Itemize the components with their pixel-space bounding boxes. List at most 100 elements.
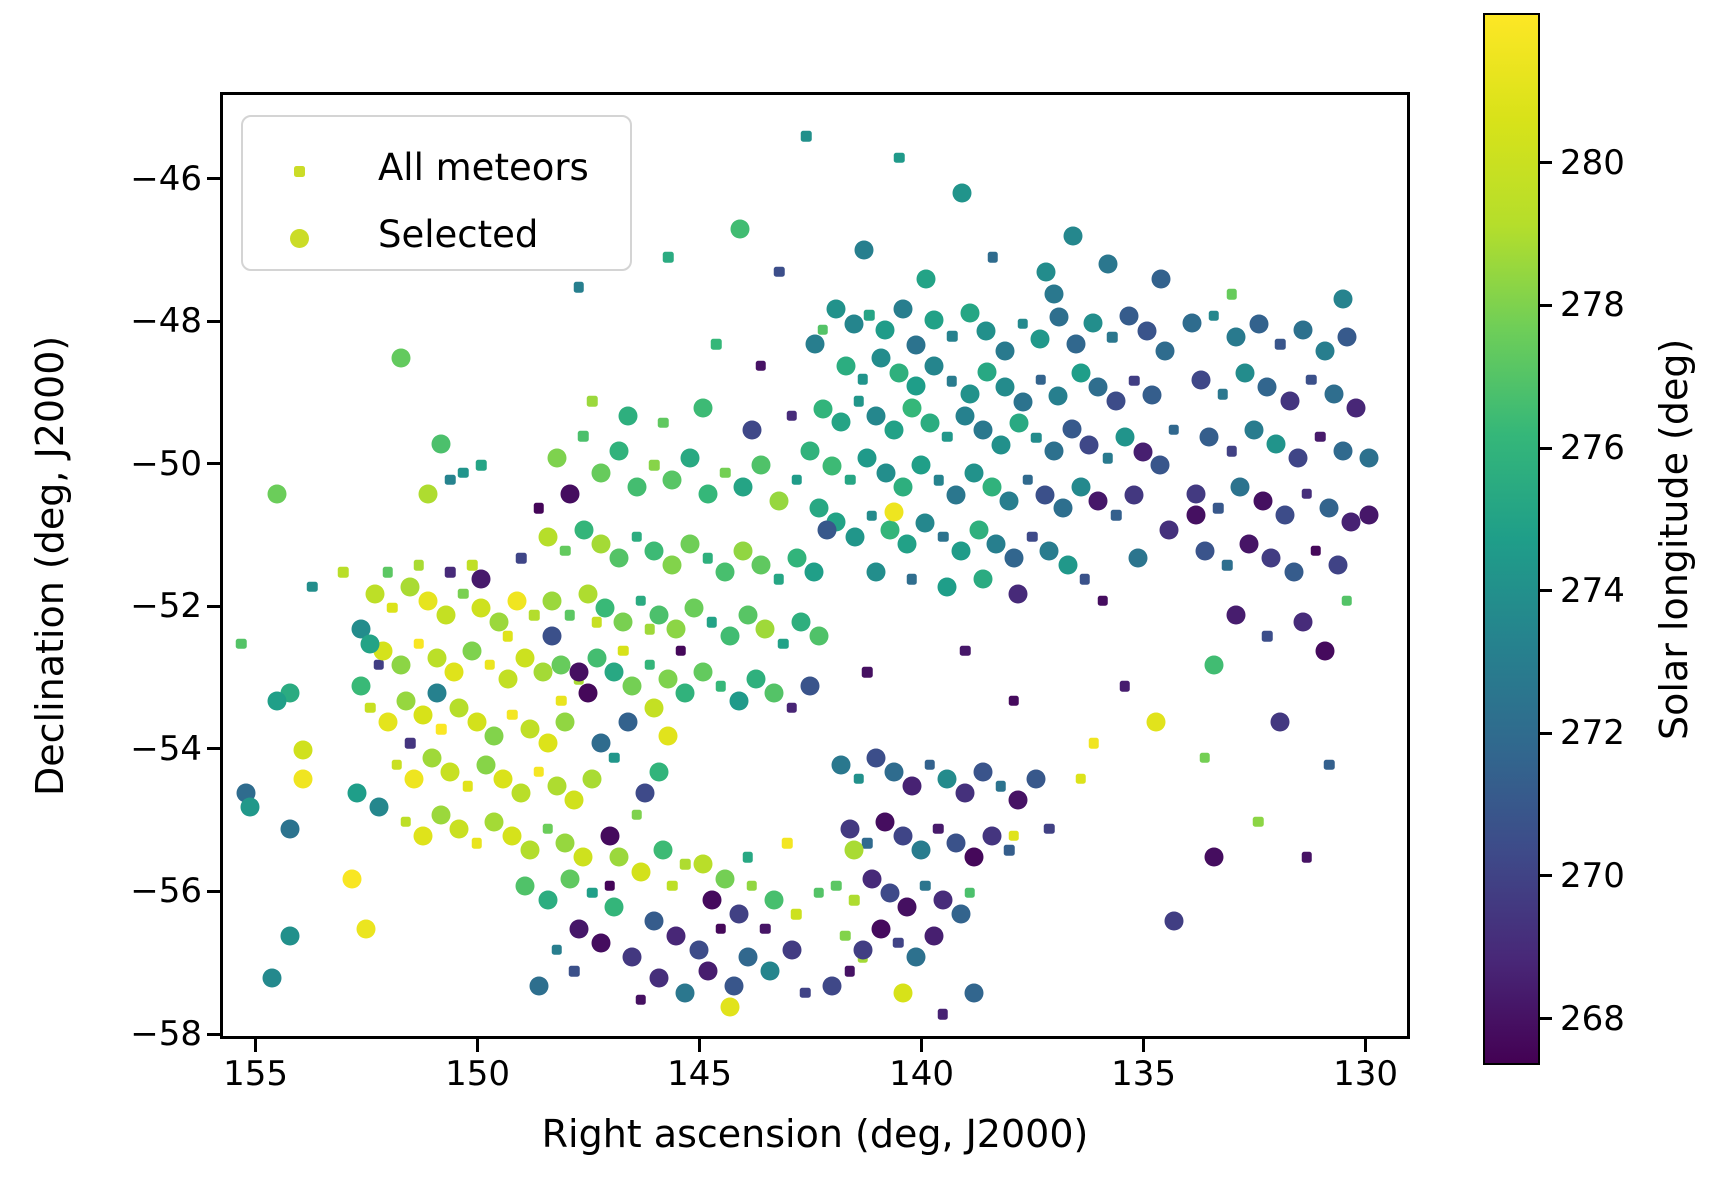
scatter-point — [915, 513, 935, 533]
scatter-point — [675, 983, 695, 1003]
scatter-point — [760, 961, 780, 981]
scatter-point — [484, 812, 504, 832]
scatter-point — [533, 662, 553, 682]
scatter-point — [293, 769, 313, 789]
scatter-point — [604, 662, 624, 682]
scatter-point — [715, 869, 735, 889]
scatter-point — [511, 783, 531, 803]
scatter-point — [644, 911, 664, 931]
scatter-point — [663, 252, 674, 263]
scatter-point — [857, 448, 877, 468]
scatter-point — [440, 762, 460, 782]
scatter-point — [715, 681, 727, 692]
scatter-point — [866, 562, 886, 582]
scatter-point — [444, 474, 456, 485]
scatter-point — [897, 897, 917, 917]
scatter-point — [413, 705, 433, 725]
scatter-point — [609, 548, 629, 568]
scatter-point — [1102, 453, 1113, 464]
scatter-point — [684, 598, 704, 618]
scatter-point — [604, 897, 624, 917]
scatter-point — [1186, 505, 1206, 525]
scatter-point — [631, 862, 651, 882]
scatter-point — [799, 987, 811, 998]
scatter-point — [1226, 289, 1237, 300]
colorbar-tick-label: 272 — [1560, 713, 1625, 754]
scatter-point — [809, 626, 829, 646]
colorbar-tick-label: 278 — [1560, 285, 1625, 326]
scatter-point — [1066, 334, 1086, 354]
scatter-point — [609, 441, 629, 461]
scatter-point — [844, 840, 864, 860]
scatter-point — [373, 659, 385, 671]
scatter-point — [342, 869, 362, 889]
scatter-point — [391, 348, 411, 368]
scatter-point — [551, 944, 562, 956]
scatter-point — [1257, 377, 1277, 397]
scatter-point — [1346, 398, 1366, 418]
scatter-point — [875, 812, 895, 832]
scatter-point — [1249, 314, 1269, 334]
scatter-point — [1155, 341, 1175, 361]
scatter-point — [769, 491, 789, 511]
scatter-point — [813, 399, 833, 419]
scatter-point — [938, 531, 949, 542]
scatter-point — [418, 484, 438, 504]
plot-area — [220, 92, 1410, 1039]
scatter-point — [911, 840, 931, 860]
scatter-point — [1275, 338, 1286, 350]
scatter-point — [267, 484, 287, 504]
scatter-point — [777, 638, 789, 649]
scatter-point — [538, 733, 558, 753]
scatter-point — [458, 588, 469, 599]
scatter-point — [591, 733, 611, 753]
scatter-point — [502, 826, 522, 846]
scatter-point — [729, 691, 749, 711]
scatter-point — [515, 876, 535, 896]
scatter-point — [946, 331, 958, 342]
scatter-point — [262, 968, 282, 988]
scatter-point — [555, 712, 575, 732]
scatter-point — [644, 659, 656, 671]
scatter-point — [391, 759, 402, 770]
scatter-point — [884, 762, 904, 782]
scatter-point — [1119, 306, 1139, 326]
scatter-point — [507, 591, 527, 611]
scatter-point — [836, 356, 856, 376]
scatter-point — [577, 430, 589, 442]
scatter-point — [711, 338, 722, 350]
scatter-point — [844, 314, 864, 334]
scatter-point — [578, 683, 598, 703]
scatter-point — [1071, 477, 1091, 497]
scatter-point — [680, 534, 700, 554]
scatter-point — [1026, 769, 1046, 789]
scatter-point — [609, 752, 620, 763]
scatter-point — [466, 559, 478, 571]
scatter-point — [1301, 852, 1313, 863]
scatter-point — [484, 659, 496, 671]
scatter-point — [467, 712, 487, 732]
scatter-point — [493, 769, 513, 789]
scatter-point — [893, 299, 913, 319]
scatter-point — [1048, 386, 1068, 406]
scatter-point — [533, 766, 545, 778]
scatter-point — [1315, 641, 1335, 661]
scatter-point — [791, 474, 803, 485]
scatter-point — [1293, 612, 1313, 632]
scatter-point — [866, 510, 878, 522]
scatter-point — [569, 919, 589, 939]
scatter-point — [560, 869, 580, 889]
scatter-point — [1261, 631, 1273, 642]
scatter-point — [649, 762, 669, 782]
scatter-point — [906, 574, 918, 585]
scatter-point — [862, 869, 882, 889]
scatter-point — [618, 406, 638, 425]
scatter-point — [1359, 505, 1379, 525]
colorbar-tick — [1540, 589, 1552, 593]
scatter-point — [427, 648, 447, 668]
scatter-point — [751, 455, 771, 475]
scatter-point — [982, 826, 1002, 846]
scatter-point — [404, 738, 416, 749]
scatter-point — [937, 769, 957, 789]
scatter-point — [1129, 375, 1140, 386]
